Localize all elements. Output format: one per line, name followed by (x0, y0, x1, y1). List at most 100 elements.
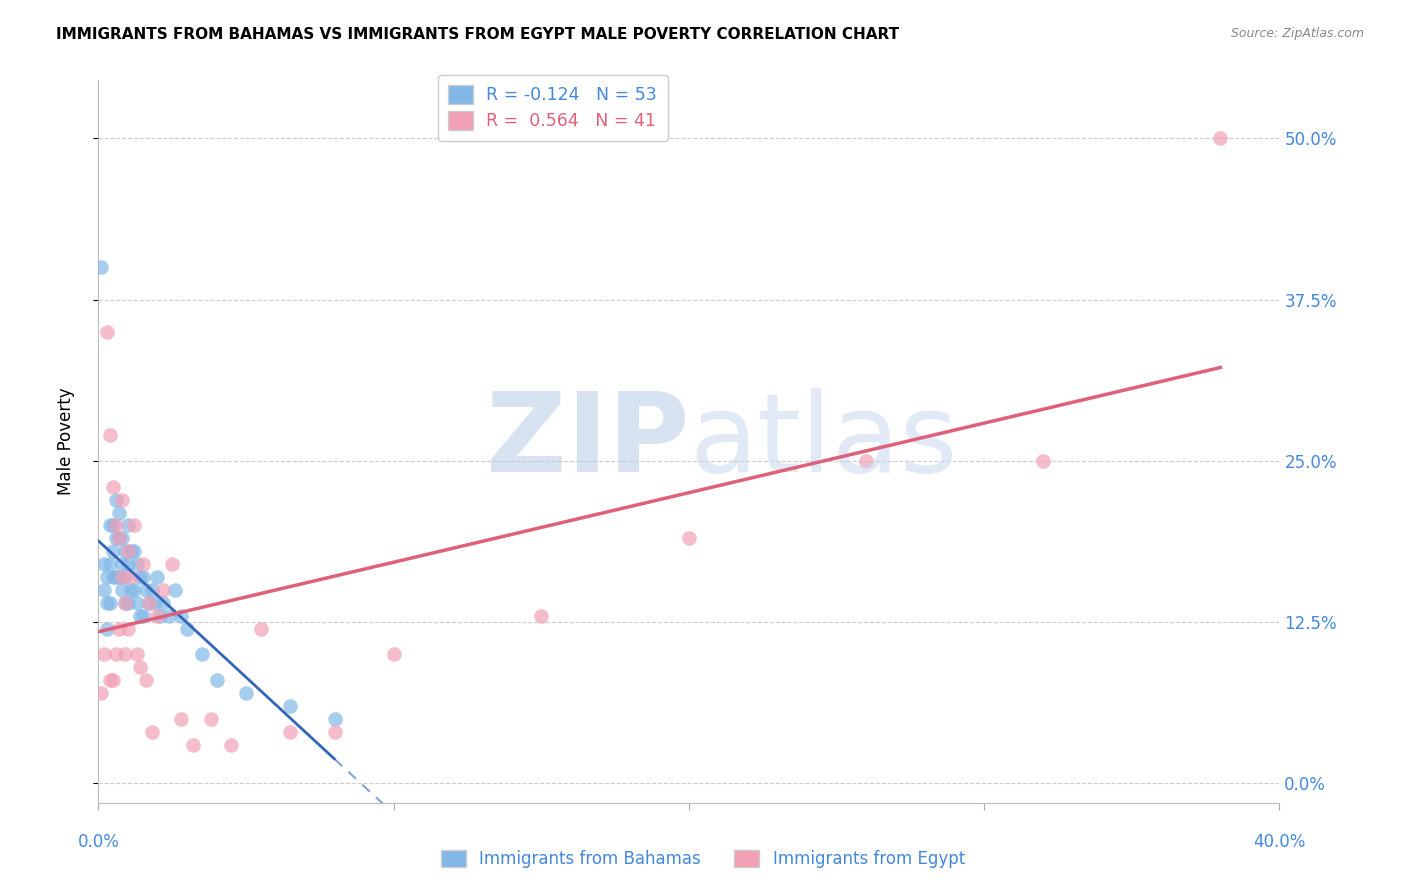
Point (111, 582, 134, 597)
Point (132, 570, 155, 584)
Point (1209, 131, 1232, 145)
Point (103, 518, 125, 533)
Point (157, 608, 180, 623)
Point (530, 608, 553, 623)
Point (176, 622, 198, 636)
Point (152, 582, 174, 597)
Point (146, 570, 169, 584)
Point (96, 325, 118, 339)
Point (114, 544, 136, 558)
Legend: Immigrants from Bahamas, Immigrants from Egypt: Immigrants from Bahamas, Immigrants from… (434, 843, 972, 875)
Point (250, 622, 273, 636)
Text: 0.0%: 0.0% (77, 833, 120, 851)
Point (105, 518, 128, 533)
Point (143, 596, 166, 610)
Point (122, 518, 145, 533)
Point (132, 557, 155, 571)
Point (90, 260, 112, 275)
Point (105, 648, 128, 662)
Point (96, 570, 118, 584)
Text: Source: ZipAtlas.com: Source: ZipAtlas.com (1230, 27, 1364, 40)
Point (108, 570, 131, 584)
Point (105, 531, 128, 545)
Point (103, 570, 125, 584)
Point (120, 582, 142, 597)
Point (122, 582, 145, 597)
Point (138, 596, 160, 610)
Point (117, 557, 139, 571)
Point (105, 570, 128, 584)
Point (111, 570, 134, 584)
Point (93, 557, 115, 571)
Point (93, 648, 115, 662)
Point (128, 660, 150, 674)
Point (149, 608, 172, 623)
Point (855, 454, 877, 468)
Point (125, 648, 148, 662)
Point (280, 699, 302, 714)
Text: ZIP: ZIP (485, 388, 689, 495)
Point (125, 596, 148, 610)
Point (152, 596, 174, 610)
Point (98, 557, 121, 571)
Point (111, 492, 134, 507)
Point (120, 544, 142, 558)
Point (146, 608, 169, 623)
Point (114, 570, 136, 584)
Point (98, 518, 121, 533)
Point (191, 648, 214, 662)
Point (323, 712, 346, 726)
Point (205, 673, 228, 688)
Point (181, 738, 204, 752)
Point (382, 648, 405, 662)
Point (132, 608, 155, 623)
Point (200, 712, 222, 726)
Point (111, 531, 134, 545)
Point (221, 738, 243, 752)
Point (103, 673, 125, 688)
Point (165, 582, 187, 597)
Point (103, 480, 125, 494)
Point (117, 544, 139, 558)
Point (323, 724, 346, 739)
Point (108, 531, 131, 545)
Point (135, 582, 157, 597)
Point (114, 596, 136, 610)
Point (114, 596, 136, 610)
Point (128, 570, 150, 584)
Point (120, 570, 142, 584)
Point (90, 686, 112, 700)
Text: IMMIGRANTS FROM BAHAMAS VS IMMIGRANTS FROM EGYPT MALE POVERTY CORRELATION CHART: IMMIGRANTS FROM BAHAMAS VS IMMIGRANTS FR… (56, 27, 900, 42)
Point (111, 557, 134, 571)
Point (105, 492, 128, 507)
Point (678, 531, 700, 545)
Point (1032, 454, 1054, 468)
Point (280, 724, 302, 739)
Point (98, 428, 121, 442)
Y-axis label: Male Poverty: Male Poverty (56, 388, 75, 495)
Point (108, 531, 131, 545)
Point (162, 557, 183, 571)
Point (114, 648, 136, 662)
Point (103, 544, 125, 558)
Point (125, 557, 148, 571)
Text: atlas: atlas (689, 388, 957, 495)
Text: 40.0%: 40.0% (1253, 833, 1306, 851)
Point (170, 608, 193, 623)
Point (135, 673, 157, 688)
Legend: R = -0.124   N = 53, R =  0.564   N = 41: R = -0.124 N = 53, R = 0.564 N = 41 (437, 75, 668, 141)
Point (98, 596, 121, 610)
Point (170, 712, 193, 726)
Point (108, 506, 131, 520)
Point (117, 622, 139, 636)
Point (141, 582, 163, 597)
Point (235, 686, 257, 700)
Point (141, 724, 163, 739)
Point (117, 596, 139, 610)
Point (93, 582, 115, 597)
Point (98, 673, 121, 688)
Point (108, 622, 131, 636)
Point (96, 596, 118, 610)
Point (96, 622, 118, 636)
Point (117, 518, 139, 533)
